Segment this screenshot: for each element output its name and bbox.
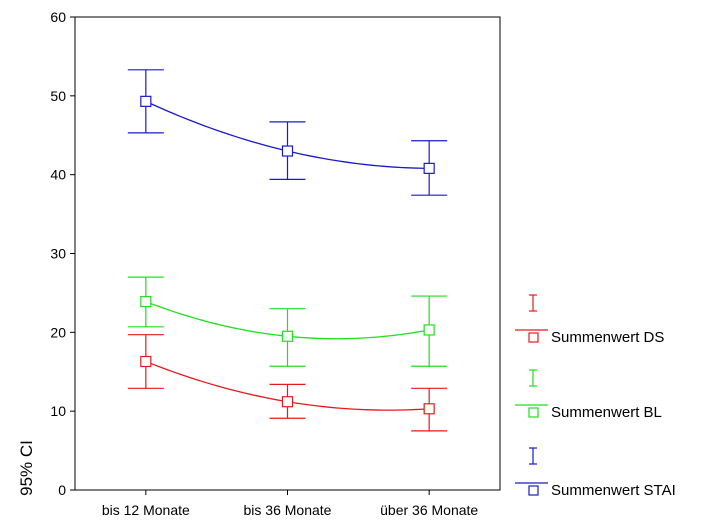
data-point (141, 297, 151, 307)
y-tick-label: 60 (50, 9, 66, 25)
y-tick-label: 20 (50, 324, 66, 340)
legend-item: Summenwert DS (515, 295, 664, 346)
legend-label: Summenwert DS (551, 329, 664, 346)
y-tick-label: 50 (50, 88, 66, 104)
x-axis: bis 12 Monate bis 36 Monate über 36 Monate (102, 490, 479, 518)
y-tick-label: 0 (58, 482, 66, 498)
series-3 (128, 70, 447, 195)
x-tick-label: bis 12 Monate (102, 502, 190, 518)
y-axis-label: 95% CI (17, 440, 36, 496)
y-tick-label: 30 (50, 246, 66, 262)
legend: Summenwert DS Summenwert BL Summenwert STA… (515, 295, 676, 499)
data-point (424, 325, 434, 335)
x-tick-label: über 36 Monate (380, 502, 478, 518)
x-tick-label: bis 36 Monate (244, 502, 332, 518)
legend-item: Summenwert BL (515, 370, 662, 421)
data-point (141, 357, 151, 367)
plot-area (75, 17, 500, 490)
data-point (283, 331, 293, 341)
legend-label: Summenwert BL (551, 404, 662, 421)
series-layer (128, 70, 447, 431)
data-point (283, 397, 293, 407)
data-point (283, 146, 293, 156)
series-2 (128, 277, 447, 366)
y-tick-label: 10 (50, 403, 66, 419)
y-tick-label: 40 (50, 167, 66, 183)
legend-label: Summenwert STAI (551, 482, 676, 499)
data-point (424, 404, 434, 414)
data-point (424, 163, 434, 173)
legend-item: Summenwert STAI (515, 448, 676, 499)
data-point (141, 96, 151, 106)
y-axis: 0 10 20 30 40 50 60 (50, 9, 75, 498)
